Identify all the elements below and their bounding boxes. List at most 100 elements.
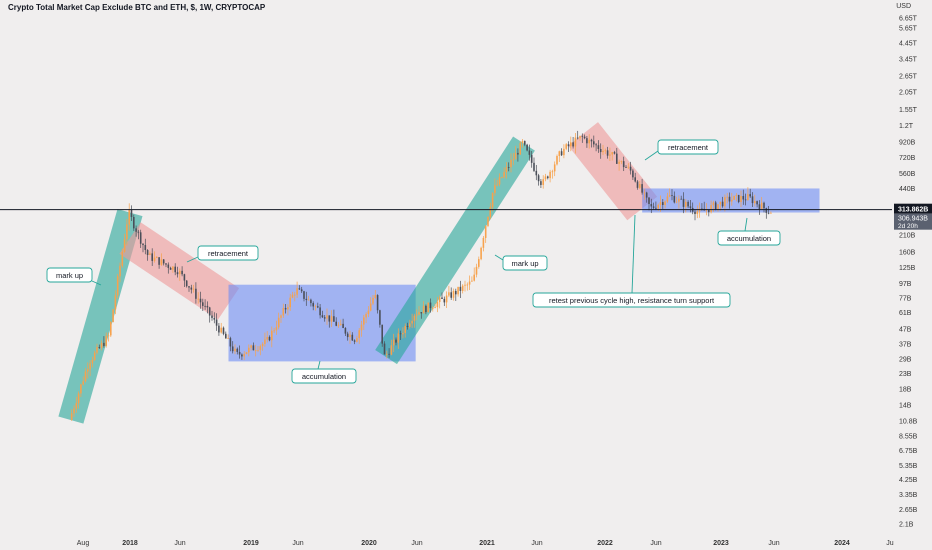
candle-body <box>252 345 255 351</box>
candle-body <box>195 288 197 299</box>
candle-body <box>174 266 176 273</box>
candle <box>413 313 416 328</box>
candle <box>498 173 501 187</box>
x-tick-label: 2018 <box>122 540 138 547</box>
y-axis: 6.65T 5.65T 4.45T 3.45T 2.65T 2.05T 1.55T 1.2T 9… <box>899 16 918 529</box>
candle-body <box>680 198 682 200</box>
candle-body <box>220 327 222 333</box>
candle <box>107 332 110 342</box>
candle <box>238 345 241 359</box>
candle-body <box>751 196 754 204</box>
candle-body <box>443 298 446 303</box>
y-tick-label: 77B <box>899 295 912 302</box>
candle-body <box>765 208 768 213</box>
candle-body <box>754 201 756 204</box>
candle <box>597 140 600 153</box>
candle <box>344 327 347 336</box>
candle <box>149 251 151 256</box>
candle <box>744 193 747 206</box>
y-tick-label: 2.65B <box>899 507 918 514</box>
candle <box>728 192 731 209</box>
candle <box>662 199 664 209</box>
candle <box>323 315 326 322</box>
candle-body <box>229 338 232 347</box>
candle-body <box>241 354 243 357</box>
candle <box>620 160 623 165</box>
candle <box>409 319 411 329</box>
candle <box>137 229 140 240</box>
candle-body <box>73 408 75 414</box>
candle <box>763 201 765 213</box>
callout: retest previous cycle high, resistance t… <box>532 214 731 308</box>
candle-body <box>553 164 556 172</box>
candle-body <box>436 301 439 308</box>
candle-body <box>360 324 363 331</box>
candle-body <box>215 319 218 326</box>
y-tick-label: 5.65T <box>899 26 918 33</box>
candle <box>434 303 436 309</box>
candle-body <box>346 333 349 338</box>
candle-body <box>185 280 188 287</box>
candle-body <box>733 195 735 200</box>
candle-body <box>305 298 308 301</box>
candle-body <box>503 172 505 178</box>
candle-body <box>227 338 229 339</box>
candle <box>335 317 337 327</box>
x-tick-label: Ju <box>886 540 894 547</box>
candle <box>139 229 142 248</box>
candle-body <box>740 196 742 202</box>
candle <box>303 290 305 302</box>
candle <box>501 176 503 179</box>
candle <box>756 200 758 208</box>
candle-body <box>365 314 367 318</box>
candle <box>96 343 98 355</box>
candle-body <box>714 202 717 210</box>
candle-body <box>418 312 420 315</box>
candle-body <box>250 345 252 348</box>
candle <box>560 148 563 157</box>
callout: retracement <box>186 245 259 263</box>
close-price-badge <box>894 213 932 230</box>
candle <box>105 332 107 348</box>
candle <box>284 304 287 314</box>
candle <box>241 353 243 360</box>
x-tick-label: 2024 <box>834 540 850 547</box>
candle-body <box>627 166 630 168</box>
candle-body <box>213 317 216 320</box>
candle-body <box>537 175 540 182</box>
candle <box>328 315 331 328</box>
candle-body <box>300 289 303 292</box>
candle <box>622 156 625 172</box>
candle <box>402 327 404 339</box>
callout-text: retracement <box>208 249 249 258</box>
candle <box>165 262 167 268</box>
candle <box>360 320 363 337</box>
candle <box>121 248 124 268</box>
x-tick-label: Jun <box>531 540 542 547</box>
candle <box>208 306 211 323</box>
candle <box>572 137 574 149</box>
candle-body <box>411 320 413 324</box>
y-tick-label: 4.45T <box>899 41 918 48</box>
candle <box>307 295 310 301</box>
candle <box>310 298 312 307</box>
candle <box>602 144 604 156</box>
candle-body <box>491 192 494 208</box>
candle <box>636 179 639 190</box>
candle <box>213 312 216 324</box>
candle <box>372 294 374 306</box>
candle-body <box>409 323 411 327</box>
candle-body <box>218 325 220 333</box>
candle-body <box>144 245 147 251</box>
candle-body <box>388 353 390 355</box>
candle <box>471 276 473 282</box>
candle-body <box>181 270 183 275</box>
candle-body <box>420 312 423 314</box>
candle-body <box>689 206 692 208</box>
candle-body <box>112 309 114 323</box>
candle-body <box>616 153 618 164</box>
candle <box>487 216 489 228</box>
candle <box>406 322 409 330</box>
candle-body <box>452 290 455 298</box>
candles <box>70 130 772 421</box>
